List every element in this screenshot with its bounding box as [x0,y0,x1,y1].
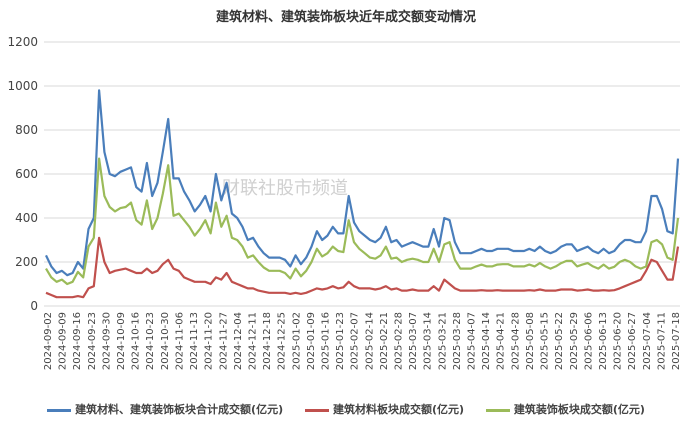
x-tick-label: 2024-09-23 [87,312,98,370]
legend: 建筑材料、建筑装饰板块合计成交额(亿元) 建筑材料板块成交额(亿元) 建筑装饰板… [0,401,692,417]
y-tick-label: 1000 [7,79,38,93]
legend-label-decoration: 建筑装饰板块成交额(亿元) [513,403,645,416]
legend-label-materials: 建筑材料板块成交额(亿元) [332,403,465,416]
x-tick-label: 2024-09-02 [43,312,54,370]
x-tick-label: 2025-06-27 [627,312,638,370]
watermark: 财联社股市频道 [222,178,348,199]
series-lines [45,89,680,299]
y-tick-label: 1200 [7,35,38,49]
x-tick-label: 2024-10-23 [145,312,156,370]
x-tick-label: 2025-02-14 [364,312,375,370]
x-tick-label: 2024-11-13 [189,312,200,370]
x-tick-label: 2024-12-18 [262,312,273,370]
x-tick-label: 2025-02-07 [350,312,361,370]
x-tick-label: 2025-01-16 [320,312,331,370]
x-tick-label: 2025-02-21 [379,312,390,370]
legend-item-total: 建筑材料、建筑装饰板块合计成交额(亿元) [47,401,283,417]
x-tick-label: 2024-09-09 [58,312,69,370]
x-tick-label: 2025-04-21 [496,312,507,370]
x-tick-label: 2025-05-15 [540,312,551,370]
x-tick-label: 2025-04-14 [481,312,492,370]
x-tick-label: 2025-03-21 [437,312,448,370]
gridlines [44,41,680,307]
x-tick-label: 2025-07-04 [642,312,653,370]
y-tick-label: 200 [15,255,38,269]
x-tick-label: 2025-01-09 [306,312,317,370]
x-tick-label: 2024-12-25 [277,312,288,370]
x-tick-label: 2024-10-30 [160,312,171,370]
x-tick-label: 2024-10-09 [116,312,127,370]
x-tick-label: 2025-07-11 [656,312,667,370]
legend-label-total: 建筑材料、建筑装饰板块合计成交额(亿元) [75,403,284,416]
x-tick-label: 2024-09-30 [101,312,112,370]
x-tick-label: 2025-06-06 [583,312,594,370]
x-axis-ticks: 2024-09-02 2024-09-09 2024-09-16 2024-09-23… [43,312,682,370]
x-tick-label: 2025-06-20 [613,312,624,370]
y-tick-label: 400 [15,211,38,225]
x-tick-label: 2025-02-28 [394,312,405,370]
x-tick-label: 2024-12-04 [233,312,244,370]
x-tick-label: 2024-12-11 [247,312,258,370]
x-tick-label: 2024-11-27 [218,312,229,370]
x-tick-label: 2025-04-28 [510,312,521,370]
series-line-total [45,89,680,277]
x-tick-label: 2025-03-14 [423,312,434,370]
legend-swatch-total [47,408,72,412]
x-tick-label: 2024-09-16 [72,312,83,370]
x-tick-label: 2025-05-22 [554,312,565,370]
legend-item-decoration: 建筑装饰板块成交额(亿元) [485,401,645,417]
x-tick-label: 2025-06-13 [598,312,609,370]
x-tick-label: 2025-03-07 [408,312,419,370]
x-tick-label: 2025-01-02 [291,312,302,370]
x-tick-label: 2025-05-08 [525,312,536,370]
x-tick-label: 2025-04-07 [467,312,478,370]
y-axis-ticks: 0 200 400 600 800 1000 1200 [7,35,38,313]
y-tick-label: 800 [15,123,38,137]
legend-swatch-decoration [485,408,510,412]
series-line-materials [45,236,680,299]
y-tick-label: 0 [30,299,38,313]
chart-title: 建筑材料、建筑装饰板块近年成交额变动情况 [215,10,476,25]
x-tick-label: 2024-11-06 [174,312,185,370]
y-tick-label: 600 [15,167,38,181]
legend-item-materials: 建筑材料板块成交额(亿元) [304,401,465,417]
x-tick-label: 2025-03-28 [452,312,463,370]
series-line-decoration [45,157,680,286]
x-tick-label: 2025-01-23 [335,312,346,370]
legend-swatch-materials [304,408,329,412]
x-tick-label: 2025-05-29 [569,312,580,370]
x-tick-label: 2025-07-18 [671,312,682,370]
x-tick-label: 2024-10-16 [131,312,142,370]
x-tick-label: 2024-11-20 [204,312,215,370]
